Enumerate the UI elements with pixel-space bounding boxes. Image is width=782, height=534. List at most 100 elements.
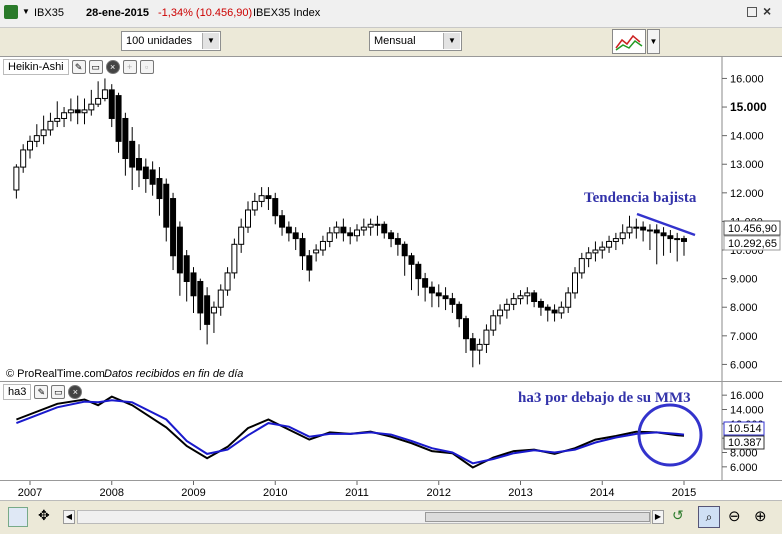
x-tick-label: 2015 [672,487,696,499]
ind-tag2-box [723,435,765,450]
candle-body [176,226,183,274]
ind-tag1: 10.514 [728,423,762,435]
indicators-button[interactable] [612,29,646,54]
close-icon[interactable]: × [105,60,120,74]
restore-window-icon[interactable] [747,7,757,17]
price-y-tick-label: 9.000 [730,274,758,286]
zoom-in-icon[interactable]: ⊕ [754,508,767,525]
price-chart[interactable]: 16.00015.00014.00013.00012.00011.00010.0… [0,57,782,381]
candle-body [531,292,538,303]
scrollbar-thumb[interactable] [425,512,650,522]
close-icon[interactable]: × [68,385,83,399]
candle-body [428,286,435,294]
x-axis-svg: 2007 2008 2009 2010 2011 2012 2013 2014 2015 [18,481,696,499]
trend-annotation: Tendencia bajista [584,190,697,206]
symbol-dropdown-icon[interactable]: ▼ [22,7,30,16]
cursor-icon[interactable]: ✥ [38,507,50,523]
move-down-icon[interactable]: ▫ [139,60,154,74]
chart-settings-icon[interactable] [8,507,28,527]
candle-body [20,149,27,168]
auto-scroll-icon[interactable]: ↺ [672,507,684,523]
scroll-left-button[interactable]: ◀ [63,510,75,524]
move-up-icon[interactable]: + [122,60,137,74]
zoom-fit-icon[interactable]: ⌕ [698,506,720,528]
price-y-tick-label: 13.000 [730,159,764,171]
candle-body [388,232,395,240]
price-y-tick-label: 8.000 [730,302,758,314]
candle-body [456,303,463,320]
candle-body [129,140,136,168]
copyright-text: © ProRealTime.com [6,368,105,380]
candle-body [612,238,619,242]
candle-body [190,272,197,297]
period-select[interactable]: Mensual ▼ [369,31,462,51]
wrench-icon[interactable]: ✎ [34,385,49,399]
candle-body [265,195,272,200]
price-y-tick-label: 10.000 [730,245,764,257]
symbol-label[interactable]: IBX35 [34,7,64,19]
series-line-ha3 [16,395,685,469]
window-icon[interactable]: ▭ [51,385,66,399]
change-label: -1,34% (10.456,90) [158,7,253,19]
candle-body [333,226,340,234]
price-y-tick-label: 7.000 [730,331,758,343]
candle-body [108,89,115,119]
candle-body [660,232,667,237]
candle-body [306,255,313,271]
units-select-value: 100 unidades [126,35,193,47]
indicators-chart-icon [615,34,643,51]
candle-body [681,238,687,242]
wrench-icon[interactable]: ✎ [71,60,86,74]
chevron-down-icon[interactable]: ▼ [202,33,219,49]
candle-body [524,292,531,297]
candle-body [340,226,347,234]
candle-body [442,295,449,300]
price-panel-header: Heikin-Ashi ✎ ▭ × + ▫ [3,59,154,75]
candle-body [619,232,626,240]
candle-body [224,272,231,291]
trend-line [636,212,696,237]
candle-body [115,95,122,142]
close-window-icon[interactable]: × [763,3,772,19]
indicators-dropdown[interactable]: ▼ [647,29,660,54]
candle-body [27,140,33,151]
period-select-value: Mensual [374,35,416,47]
candle-body [565,292,572,308]
units-select[interactable]: 100 unidades ▼ [121,31,221,51]
candle-body [197,280,204,314]
price-y-tick-label: 16.000 [730,73,764,85]
date-label: 28-ene-2015 [86,7,149,19]
price-y-tick-label: 15.000 [730,100,767,114]
ind-tag1-box [723,421,765,436]
candle-body [490,315,497,331]
candle-body [347,232,354,237]
scroll-right-button[interactable]: ▶ [652,510,664,524]
x-tick-label: 2010 [263,487,287,499]
scrollbar-track[interactable] [77,510,651,524]
candle-body [667,235,674,240]
ind-annotation: ha3 por debajo de su MM3 [518,390,691,406]
chevron-down-icon[interactable]: ▼ [443,33,460,49]
candle-body [640,226,647,231]
candle-body [558,306,565,314]
candle-body [54,117,61,122]
price-panel: Heikin-Ashi ✎ ▭ × + ▫ 16.000 15.000 14.000… [0,56,782,381]
candle-body [497,309,504,317]
candle-body [551,309,558,314]
candle-body [319,240,326,251]
candle-body [476,343,483,351]
candle-body [204,295,211,325]
window-icon[interactable]: ▭ [88,60,103,74]
price-panel-label: Heikin-Ashi [3,59,69,75]
candle-body [136,158,142,171]
candle-body [326,232,333,242]
x-tick-label: 2009 [181,487,205,499]
zoom-out-icon[interactable]: ⊖ [728,508,741,525]
candle-body [381,223,388,234]
indicator-panel-label: ha3 [3,384,32,400]
x-tick-label: 2013 [508,487,532,499]
candle-body [183,255,190,282]
candle-body [503,303,510,311]
